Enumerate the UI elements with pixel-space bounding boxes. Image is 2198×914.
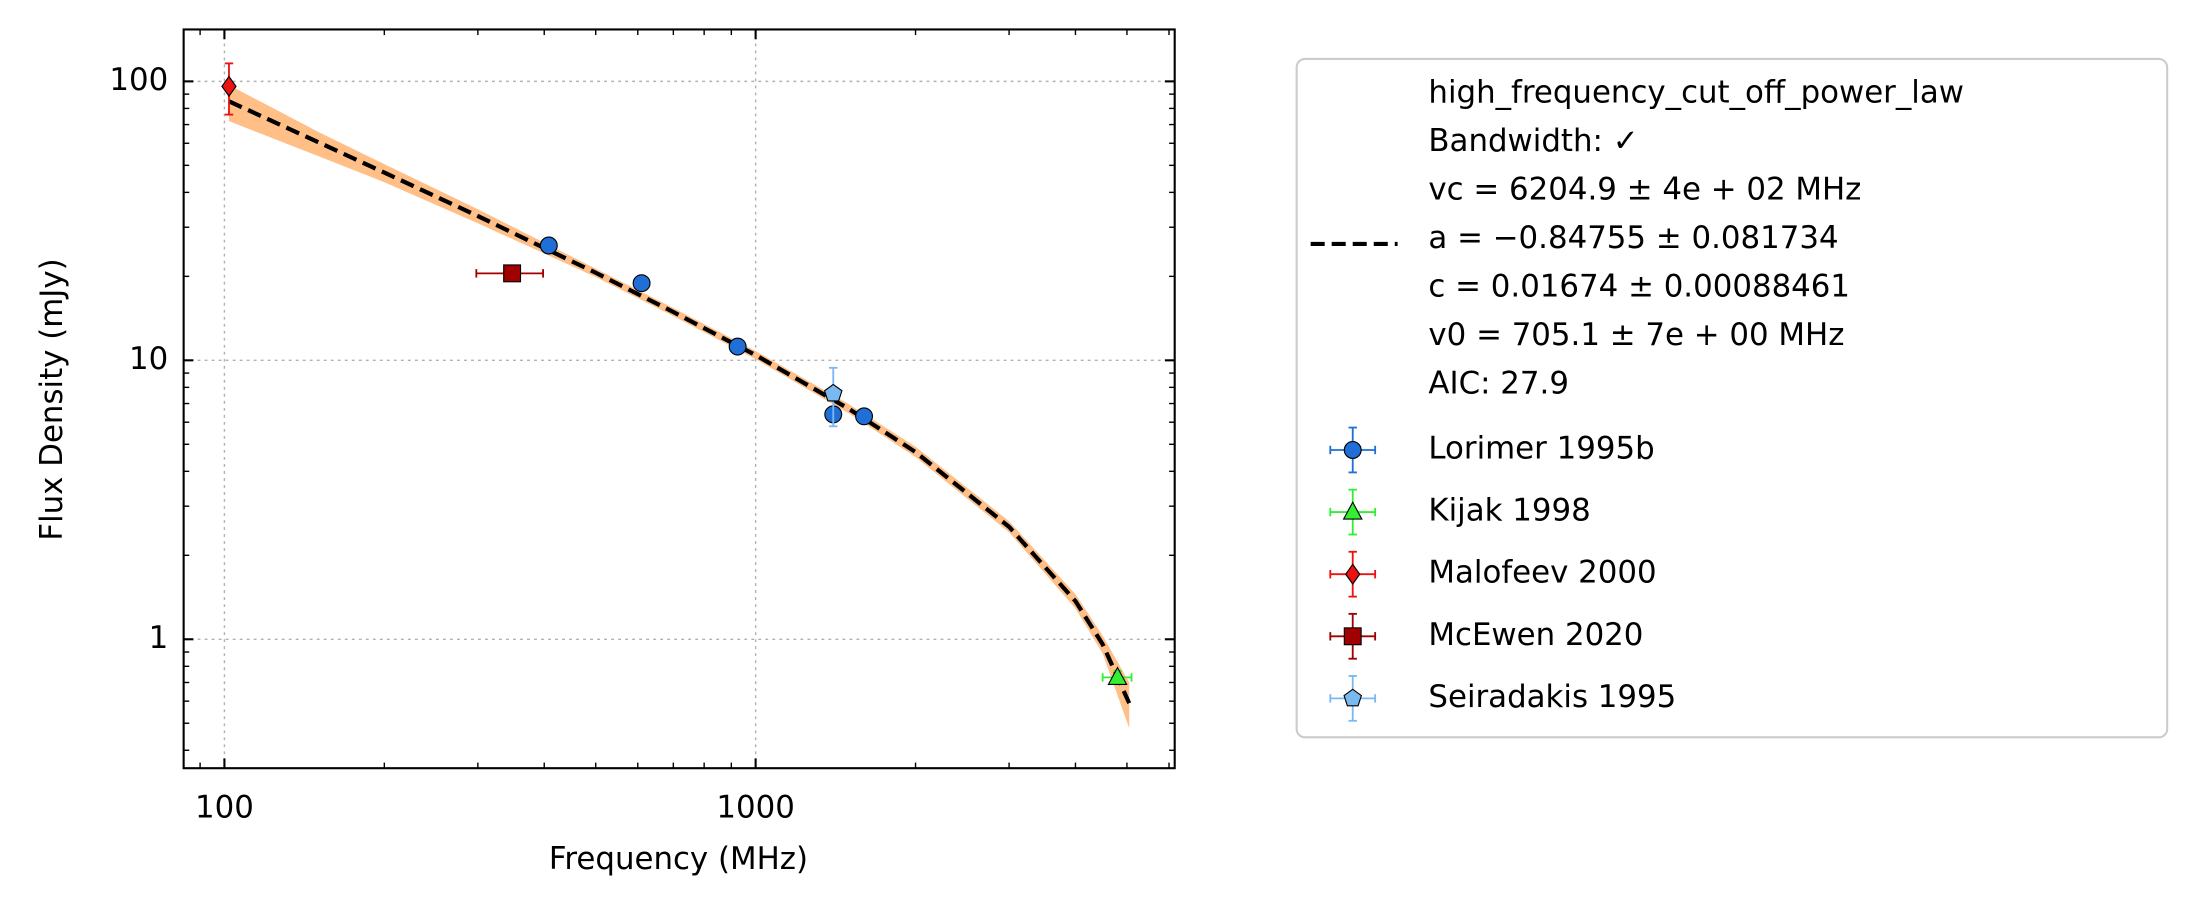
legend-label: vc = 6204.9 ± 4e + 02 MHz <box>1428 171 1861 207</box>
legend-label: McEwen 2020 <box>1428 617 1643 653</box>
marker <box>728 337 747 356</box>
legend-label: Lorimer 1995b <box>1428 430 1654 466</box>
marker <box>855 407 874 426</box>
plot-frame <box>182 28 1176 770</box>
marker <box>823 383 843 402</box>
legend-label: Kijak 1998 <box>1428 493 1590 529</box>
legend-marker <box>1345 563 1361 585</box>
legend-label: Malofeev 2000 <box>1428 555 1656 591</box>
legend-label: v0 = 705.1 ± 7e + 00 MHz <box>1428 317 1844 353</box>
legend-label: Seiradakis 1995 <box>1428 679 1676 715</box>
marker <box>503 264 522 283</box>
marker <box>221 75 237 98</box>
y-tick-label: 1 <box>149 620 169 656</box>
marker <box>632 274 651 293</box>
marker <box>1107 666 1128 685</box>
x-tick-label: 100 <box>195 789 254 825</box>
legend-label: AIC: 27.9 <box>1428 365 1569 401</box>
marker <box>539 236 558 255</box>
y-axis-title: Flux Density (mJy) <box>34 258 70 540</box>
legend-label: a = −0.84755 ± 0.081734 <box>1428 220 1838 256</box>
legend-marker <box>1343 627 1362 646</box>
x-tick-label: 1000 <box>716 789 794 825</box>
legend-marker <box>1343 441 1362 459</box>
legend-label: high_frequency_cut_off_power_law <box>1428 74 1964 110</box>
legend-marker <box>1342 501 1363 520</box>
legend-box <box>1295 57 2169 739</box>
y-tick-label: 100 <box>109 62 168 98</box>
y-tick-label: 10 <box>129 341 168 377</box>
legend-label: c = 0.01674 ± 0.00088461 <box>1428 268 1850 304</box>
legend-label: Bandwidth: ✓ <box>1428 123 1638 159</box>
x-axis-title: Frequency (MHz) <box>549 841 808 877</box>
fit-line <box>228 99 1132 705</box>
legend-marker <box>1343 688 1363 707</box>
fit-band <box>228 85 1130 729</box>
